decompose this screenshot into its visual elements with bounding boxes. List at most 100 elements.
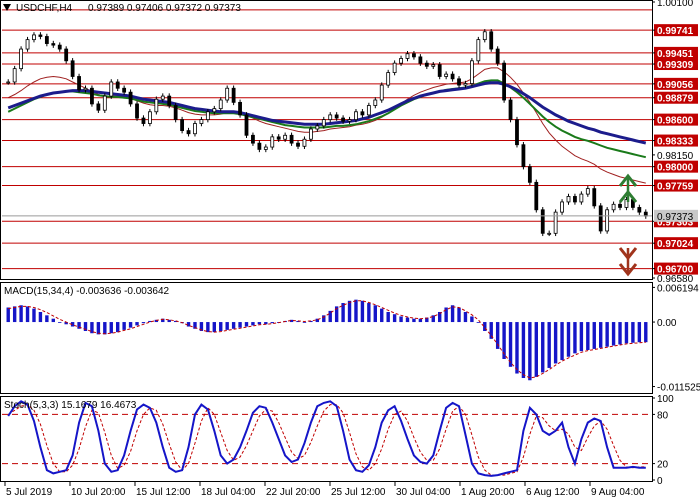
macd-tick-label: -0.011525 xyxy=(657,383,700,394)
candle-body xyxy=(566,196,571,203)
stoch-axis: 100 80 20 0 xyxy=(652,394,674,487)
price-tick-label: 1.00100 xyxy=(657,0,694,9)
macd-bar xyxy=(425,317,429,323)
macd-bar xyxy=(70,322,75,327)
candle-body xyxy=(296,142,300,147)
macd-bar xyxy=(19,305,23,323)
macd-bar xyxy=(586,322,590,351)
macd-bar xyxy=(541,322,545,373)
candle-body xyxy=(405,53,410,59)
level-label: 0.99451 xyxy=(657,49,694,60)
macd-bar xyxy=(154,319,159,323)
candle-body xyxy=(437,64,442,77)
current-price-marker: 0.97373 xyxy=(2,209,698,223)
candle-body xyxy=(263,146,268,150)
level-label-bg xyxy=(654,77,698,90)
candle-body xyxy=(527,166,532,183)
level-label-bg xyxy=(654,179,698,192)
macd-bar xyxy=(206,322,210,333)
candle-body xyxy=(19,48,24,70)
candle-body xyxy=(102,95,107,111)
candle-body xyxy=(637,207,642,213)
candle-body xyxy=(515,119,519,146)
stoch-tick-label: 0 xyxy=(657,476,663,487)
stoch-title: Stoch(5,3,3) 15.1679 16.4673 xyxy=(4,400,137,411)
candle-body xyxy=(44,36,49,44)
macd-bar xyxy=(25,306,30,323)
candle-body xyxy=(502,62,507,101)
chart-symbol: USDCHF,H4 xyxy=(16,3,73,14)
candle-body xyxy=(225,87,230,101)
macd-bar xyxy=(611,322,616,346)
macd-bar xyxy=(135,322,139,326)
candle-body xyxy=(109,81,114,97)
level-label-bg xyxy=(654,46,698,59)
candle-body xyxy=(508,99,513,121)
macd-bar xyxy=(122,322,126,330)
candle-body xyxy=(573,196,577,203)
candle-body xyxy=(205,111,210,121)
macd-bar xyxy=(173,320,178,323)
candle-body xyxy=(618,203,622,208)
level-label-bg xyxy=(654,58,698,71)
macd-bar xyxy=(547,322,551,368)
candle-body xyxy=(592,188,597,207)
macd-bar xyxy=(483,322,487,332)
macd-bar xyxy=(412,318,416,323)
candle-body xyxy=(96,103,101,111)
price-panel xyxy=(0,0,653,280)
macd-bar xyxy=(624,322,629,344)
candle-body xyxy=(212,108,217,113)
candle-body xyxy=(540,209,545,234)
candle-body xyxy=(495,48,500,64)
candle-body xyxy=(341,117,346,122)
level-label: 0.98333 xyxy=(657,137,694,148)
moving-averages xyxy=(7,67,647,184)
candle-body xyxy=(424,62,429,67)
macd-bar xyxy=(302,322,307,323)
stoch-signal-line xyxy=(7,404,646,476)
time-tick-label: 22 Jul 20:00 xyxy=(266,487,321,498)
macd-bar xyxy=(470,316,474,323)
candle-body xyxy=(553,211,558,234)
time-tick-label: 25 Jul 12:00 xyxy=(331,487,386,498)
candle-body xyxy=(167,95,172,106)
macd-bar xyxy=(309,320,313,323)
ma-slow-line xyxy=(7,81,647,145)
macd-bar xyxy=(476,322,481,323)
macd-bar xyxy=(560,322,564,361)
level-label-bg xyxy=(654,237,698,250)
time-tick-label: 10 Jul 20:00 xyxy=(71,487,126,498)
candle-body xyxy=(128,91,133,105)
macd-bar xyxy=(32,308,36,323)
macd-bar xyxy=(599,322,603,348)
candle-body xyxy=(521,144,526,168)
candle-body xyxy=(444,73,449,77)
candle-body xyxy=(135,103,139,119)
candle-body xyxy=(257,142,262,150)
macd-bar xyxy=(515,322,519,374)
candle-body xyxy=(141,117,146,124)
macd-bar xyxy=(238,322,242,328)
level-label-bg xyxy=(654,134,698,147)
candle-body xyxy=(90,87,94,105)
level-label-bg xyxy=(654,24,698,37)
level-label: 0.96700 xyxy=(657,265,694,276)
candle-body xyxy=(418,56,423,64)
menu-triangle-icon[interactable] xyxy=(3,4,11,11)
macd-bar xyxy=(508,322,513,367)
candle-body xyxy=(360,111,365,116)
candle-body xyxy=(64,48,69,62)
macd-bar xyxy=(334,306,339,323)
candle-body xyxy=(238,101,242,116)
stoch-panel xyxy=(0,396,653,482)
macd-bar xyxy=(380,308,384,323)
candle-body xyxy=(147,111,152,124)
macd-signal-line xyxy=(8,300,646,379)
stoch-tick-label: 20 xyxy=(657,460,669,471)
macd-bar xyxy=(6,307,10,323)
macd-bar xyxy=(392,314,397,323)
macd-bar xyxy=(128,322,133,328)
macd-signal xyxy=(8,300,646,379)
candle-body xyxy=(83,87,88,91)
